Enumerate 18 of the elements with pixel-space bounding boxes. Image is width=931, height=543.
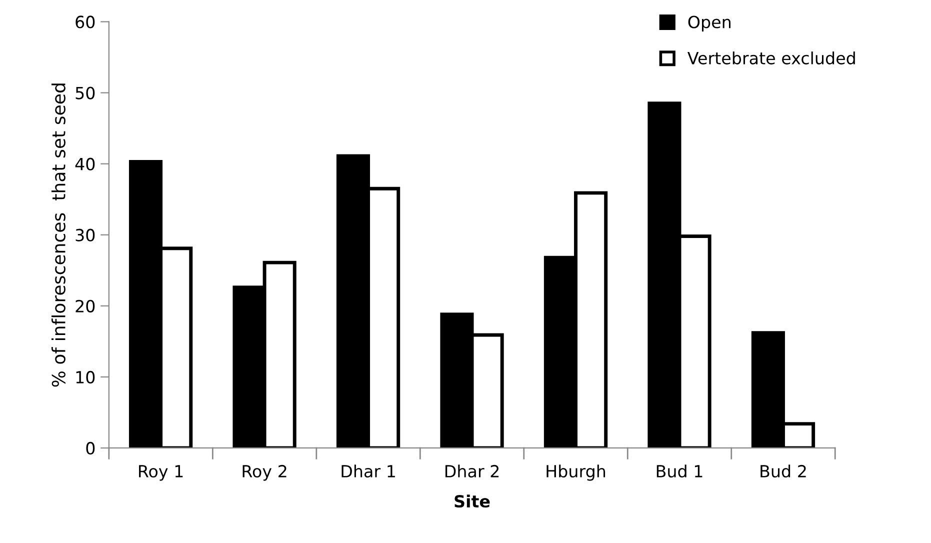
legend-label: Vertebrate excluded — [688, 52, 855, 64]
y-axis-title: % of inflorescences that set seed — [51, 84, 66, 387]
x-tick-label: Hburgh — [546, 464, 606, 481]
x-tick-label: Roy 2 — [242, 464, 286, 481]
x-tick-label: Dhar 2 — [445, 464, 499, 478]
x-tick-label: Roy 1 — [139, 465, 183, 481]
x-tick-label: Bud 2 — [760, 464, 806, 478]
y-tick-label: 40 — [75, 158, 95, 170]
x-axis-title: Site — [454, 494, 490, 508]
legend-label: Open — [688, 16, 730, 32]
y-tick-label: 60 — [76, 16, 95, 28]
y-tick-label: 20 — [76, 300, 95, 312]
y-tick-label: 10 — [76, 370, 95, 384]
y-tick-label: 0 — [86, 442, 95, 455]
y-tick-label: 30 — [76, 228, 95, 242]
y-tick-label: 50 — [76, 86, 95, 100]
x-tick-label: Dhar 1 — [342, 464, 395, 478]
x-tick-label: Bud 1 — [656, 464, 702, 478]
